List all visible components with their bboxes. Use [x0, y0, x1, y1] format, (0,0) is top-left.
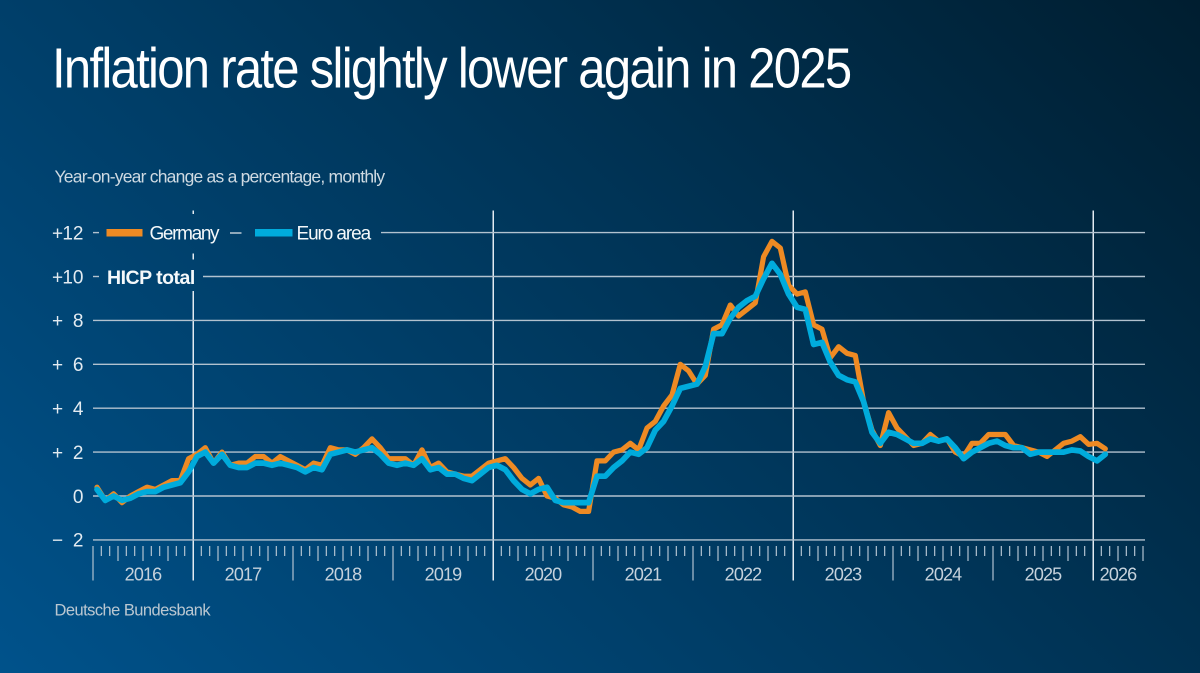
svg-text:10: 10	[62, 267, 83, 288]
svg-text:Deutsche Bundesbank: Deutsche Bundesbank	[55, 602, 212, 620]
svg-text:+: +	[52, 311, 63, 332]
svg-text:2021: 2021	[625, 565, 662, 585]
svg-text:12: 12	[62, 223, 83, 244]
svg-text:2017: 2017	[225, 565, 262, 585]
svg-text:6: 6	[73, 355, 84, 376]
svg-text:8: 8	[73, 311, 84, 332]
svg-text:+: +	[52, 223, 63, 244]
svg-text:2019: 2019	[425, 565, 462, 585]
svg-text:−: −	[52, 531, 63, 552]
svg-text:HICP total: HICP total	[107, 267, 195, 289]
svg-text:2: 2	[73, 531, 84, 552]
svg-text:2022: 2022	[725, 565, 762, 585]
svg-text:+: +	[52, 355, 63, 376]
svg-text:2020: 2020	[525, 565, 562, 585]
svg-text:2016: 2016	[125, 565, 162, 585]
svg-text:2: 2	[73, 443, 84, 464]
svg-text:2026: 2026	[1100, 565, 1137, 585]
svg-text:0: 0	[73, 487, 84, 508]
svg-text:Inflation rate slightly lower: Inflation rate slightly lower again in 2…	[52, 37, 851, 100]
svg-text:+: +	[52, 443, 63, 464]
svg-text:2025: 2025	[1025, 565, 1062, 585]
svg-text:2024: 2024	[925, 565, 962, 585]
svg-text:+: +	[52, 399, 63, 420]
svg-text:+: +	[52, 267, 63, 288]
svg-text:Germany: Germany	[150, 224, 221, 245]
svg-text:2018: 2018	[325, 565, 362, 585]
svg-text:2023: 2023	[825, 565, 862, 585]
svg-text:4: 4	[73, 399, 84, 420]
svg-text:Year-on-year change as a perce: Year-on-year change as a percentage, mon…	[55, 166, 386, 186]
svg-text:Euro area: Euro area	[297, 224, 372, 245]
